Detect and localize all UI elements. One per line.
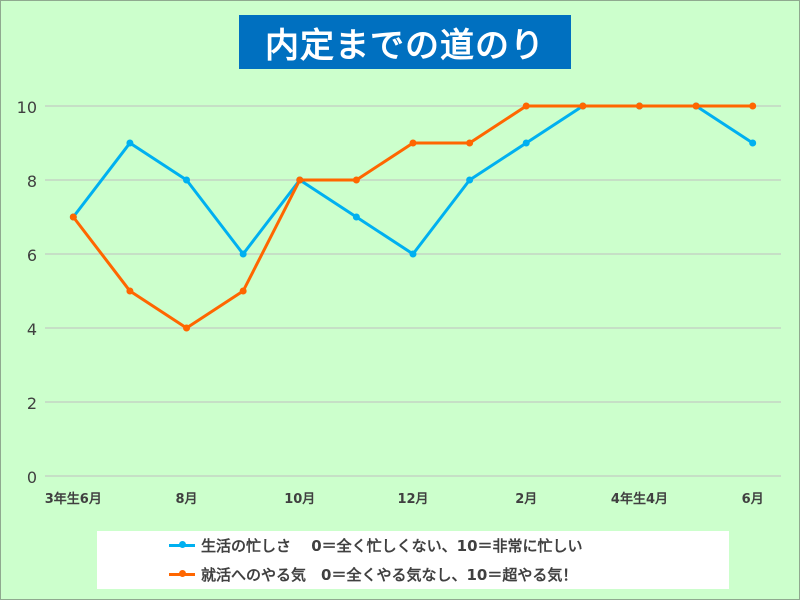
legend-item-motivation: 就活へのやる気 0＝全くやる気なし、10＝超やる気！ xyxy=(169,563,577,585)
data-point-s2 xyxy=(749,102,757,110)
legend: 生活の忙しさ 0＝全く忙しくない、10＝非常に忙しい 就活へのやる気 0＝全くや… xyxy=(97,531,729,589)
y-tick-label: 10 xyxy=(17,98,37,117)
series-line-2 xyxy=(72,104,753,330)
data-point-s1 xyxy=(239,250,247,258)
data-point-s1 xyxy=(749,139,757,147)
x-tick-label: 6月 xyxy=(742,492,764,507)
legend-label-motivation: 就活へのやる気 0＝全くやる気なし、10＝超やる気！ xyxy=(201,565,578,584)
x-tick-label: 2月 xyxy=(515,492,537,507)
x-tick-label: 4年生4月 xyxy=(611,491,668,507)
x-tick-label: 3年生6月 xyxy=(45,491,102,507)
data-point-s2 xyxy=(579,102,587,110)
y-tick-label: 0 xyxy=(27,468,37,487)
data-point-s1 xyxy=(466,176,474,184)
x-tick-label: 10月 xyxy=(284,492,315,507)
data-point-s2 xyxy=(522,102,530,110)
y-tick-label: 8 xyxy=(27,172,37,191)
x-tick-label: 8月 xyxy=(176,492,198,507)
data-point-s2 xyxy=(692,102,700,110)
data-point-s2 xyxy=(352,176,360,184)
data-point-s1 xyxy=(126,139,134,147)
data-point-s2 xyxy=(635,102,643,110)
x-tick-label: 12月 xyxy=(397,492,428,507)
data-point-s2 xyxy=(409,139,417,147)
chart-title: 内定までの道のり xyxy=(265,25,545,66)
data-point-s2 xyxy=(296,176,304,184)
data-point-s1 xyxy=(409,250,417,258)
data-point-s2 xyxy=(466,139,474,147)
data-point-s2 xyxy=(239,287,247,295)
legend-swatch-motivation xyxy=(169,570,195,577)
data-point-s1 xyxy=(522,139,530,147)
y-tick-label: 6 xyxy=(27,246,37,265)
data-point-s2 xyxy=(126,287,134,295)
data-point-s2 xyxy=(69,213,77,221)
data-point-s1 xyxy=(352,213,360,221)
legend-label-busyness: 生活の忙しさ 0＝全く忙しくない、10＝非常に忙しい xyxy=(201,536,583,555)
y-tick-label: 4 xyxy=(27,320,37,339)
legend-swatch-busyness xyxy=(169,541,195,548)
data-point-s1 xyxy=(183,176,191,184)
data-point-s2 xyxy=(183,324,191,332)
y-tick-label: 2 xyxy=(27,394,37,413)
legend-item-busyness: 生活の忙しさ 0＝全く忙しくない、10＝非常に忙しい xyxy=(169,534,583,556)
chart-title-box: 内定までの道のり xyxy=(239,15,571,69)
